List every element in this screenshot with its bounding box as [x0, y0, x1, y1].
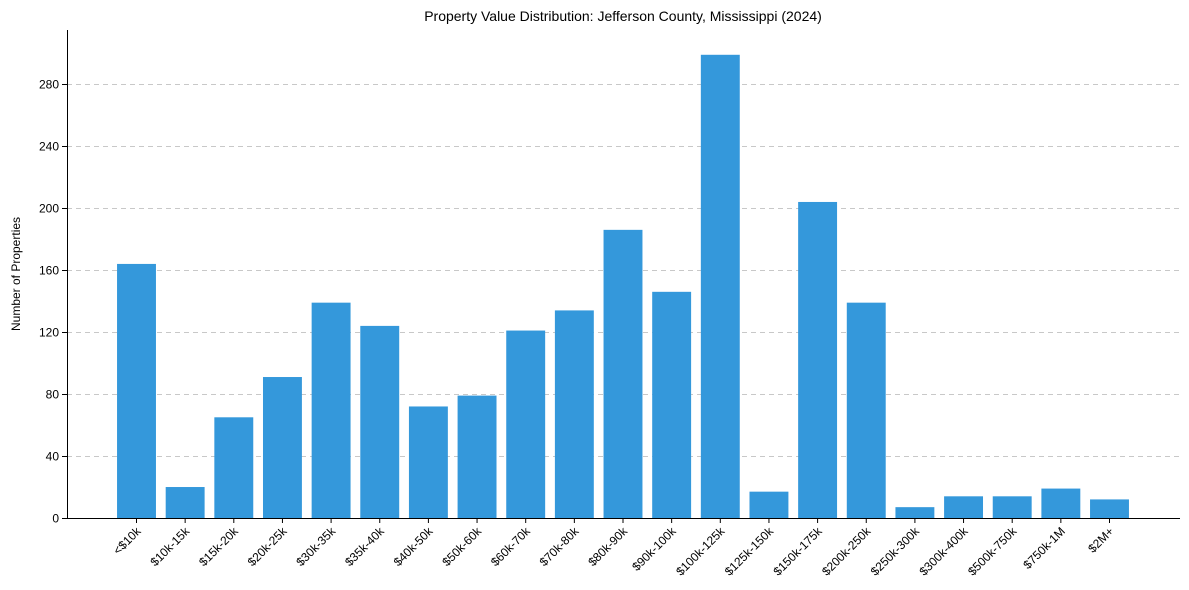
chart-title: Property Value Distribution: Jefferson C… — [424, 8, 822, 24]
x-tick-label: $60k-70k — [488, 524, 534, 570]
bar — [798, 201, 838, 518]
y-axis-label: Number of Properties — [9, 217, 23, 331]
x-tick-label: $300k-400k — [916, 524, 971, 579]
bar — [652, 291, 692, 518]
y-tick-label: 80 — [46, 388, 60, 402]
bar — [506, 330, 546, 518]
y-tick-label: 40 — [46, 450, 60, 464]
x-tick-label: $125k-150k — [722, 524, 777, 579]
x-tick-label: $35k-40k — [342, 524, 388, 570]
x-tick-label: $750k-1M — [1020, 524, 1068, 572]
x-tick-label: $40k-50k — [391, 524, 437, 570]
y-tick-label: 280 — [39, 78, 59, 92]
x-tick-label: $10k-15k — [147, 524, 193, 570]
x-tick-label: $150k-175k — [770, 524, 825, 579]
x-tick-label: $250k-300k — [868, 524, 923, 579]
bar — [214, 417, 254, 518]
y-tick-label: 240 — [39, 140, 59, 154]
x-tick-label: $15k-20k — [196, 524, 242, 570]
bar — [992, 496, 1032, 518]
x-tick-label: $50k-60k — [439, 524, 485, 570]
bar — [311, 302, 351, 518]
bar — [1041, 488, 1081, 518]
bar — [165, 487, 205, 518]
x-axis-ticks: <$10k $10k-15k $15k-20k $20k-25k $30k-35k $35… — [110, 518, 1117, 579]
x-tick-label: $500k-750k — [965, 524, 1020, 579]
x-tick-label: $90k-100k — [629, 524, 679, 574]
x-tick-label: $2M+ — [1085, 524, 1116, 555]
bar — [944, 496, 984, 518]
y-axis-ticks: 0 40 80 120 160 200 240 280 — [39, 78, 67, 526]
bar — [846, 302, 886, 518]
bar — [895, 507, 935, 518]
bar — [262, 377, 302, 518]
bar — [408, 406, 448, 518]
x-tick-label: <$10k — [110, 524, 144, 558]
bar — [1090, 499, 1129, 518]
x-tick-label: $20k-25k — [245, 524, 291, 570]
x-tick-label: $80k-90k — [585, 524, 631, 570]
bar — [360, 325, 400, 518]
x-tick-label: $200k-250k — [819, 524, 874, 579]
bars — [117, 54, 1129, 518]
y-tick-label: 120 — [39, 326, 59, 340]
y-tick-label: 0 — [52, 512, 59, 526]
bar — [457, 395, 497, 518]
y-tick-label: 200 — [39, 202, 59, 216]
bar — [749, 491, 789, 518]
x-tick-label: $70k-80k — [537, 524, 583, 570]
bar — [554, 310, 594, 518]
bar — [117, 263, 156, 518]
gridlines — [67, 84, 1180, 457]
y-tick-label: 160 — [39, 264, 59, 278]
x-tick-label: $100k-125k — [673, 524, 728, 579]
bar — [700, 54, 740, 518]
x-tick-label: $30k-35k — [293, 524, 339, 570]
bar — [603, 229, 643, 518]
